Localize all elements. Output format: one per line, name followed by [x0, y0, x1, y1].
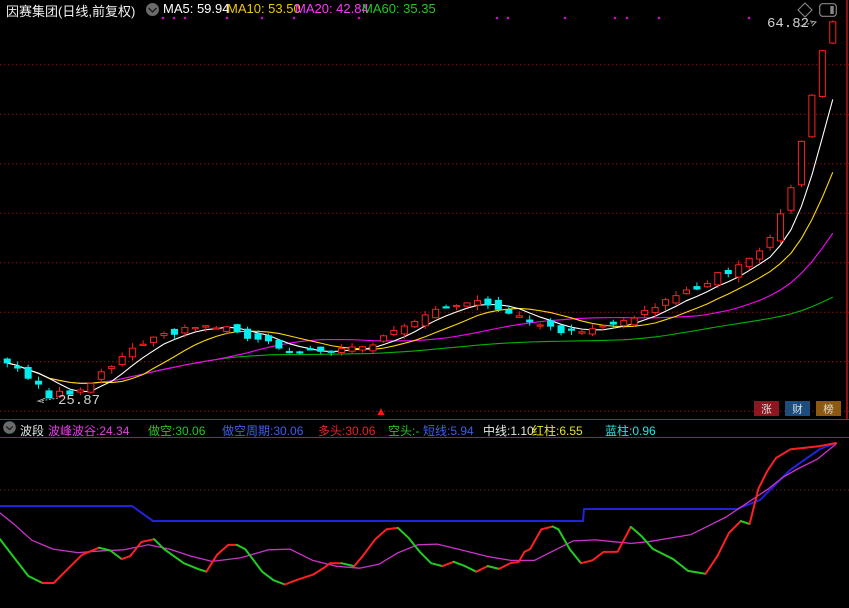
svg-text:榜: 榜 [823, 403, 834, 416]
svg-text:涨: 涨 [761, 404, 772, 416]
svg-text:财: 财 [792, 403, 803, 416]
